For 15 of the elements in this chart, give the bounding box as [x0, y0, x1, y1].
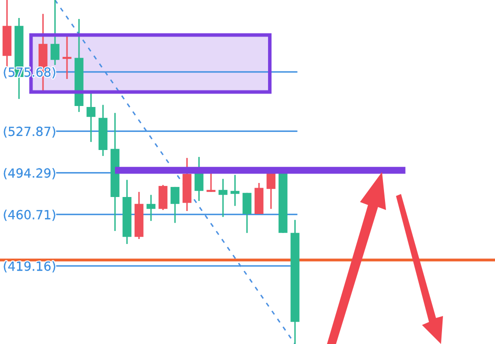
candlestick — [170, 186, 180, 224]
candlestick — [158, 184, 168, 211]
candlestick — [62, 35, 72, 80]
candlestick — [50, 0, 60, 66]
candlestick — [146, 194, 156, 222]
y-tick-label: (460.71) — [4, 210, 56, 221]
candlestick — [218, 178, 228, 218]
candlestick — [86, 92, 96, 143]
y-tick-label: (494.29) — [4, 168, 56, 180]
candlestick — [230, 174, 240, 207]
candlestick — [242, 192, 252, 234]
candlestick — [206, 172, 216, 193]
y-tick-label: (527.87) — [4, 126, 56, 138]
candlestick — [266, 172, 276, 210]
y-tick-label: (419.16) — [4, 261, 56, 272]
